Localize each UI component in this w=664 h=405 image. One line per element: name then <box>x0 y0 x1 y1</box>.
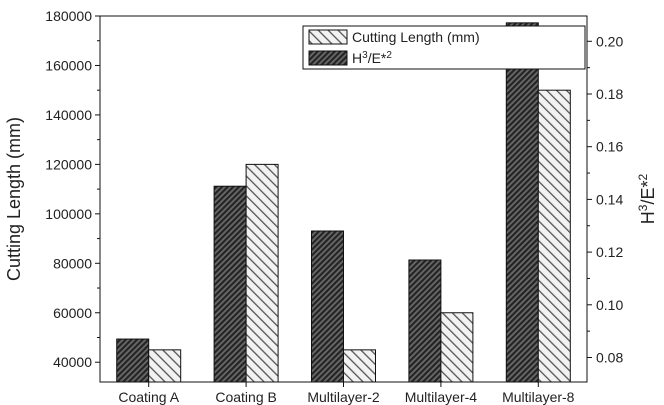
bars-layer <box>116 22 571 383</box>
left-axis-title: Cutting Length (mm) <box>4 117 24 281</box>
x-tick-label: Multilayer-8 <box>502 389 575 405</box>
bar-cutting-length-1 <box>245 163 279 383</box>
left-tick-label: 140000 <box>45 107 92 123</box>
right-tick-label: 0.08 <box>596 349 623 365</box>
x-tick-label: Coating B <box>215 389 276 405</box>
legend-box <box>302 25 586 70</box>
left-axis: 40000 60000 80000 100000 120000 140000 160000 1… <box>45 8 100 370</box>
legend-swatch-cutting-length <box>308 29 348 45</box>
bar-cutting-length-3 <box>440 312 474 383</box>
left-tick-label: 40000 <box>53 354 92 370</box>
right-tick-label: 0.14 <box>596 191 623 207</box>
bar-cutting-length-2 <box>343 349 376 383</box>
x-tick-label: Coating A <box>118 389 179 405</box>
bar-h3e2-0 <box>116 338 150 383</box>
right-axis-title: H3/E*2 <box>636 173 658 224</box>
bar-h3e2-2 <box>311 230 344 383</box>
left-tick-label: 120000 <box>45 156 92 172</box>
left-tick-label: 160000 <box>45 57 92 73</box>
bar-cutting-length-0 <box>148 349 182 383</box>
right-tick-label: 0.12 <box>596 244 623 260</box>
bar-h3e2-4 <box>505 22 539 383</box>
bar-cutting-length-4 <box>537 89 571 383</box>
x-tick-label: Multilayer-4 <box>405 389 478 405</box>
x-tick-label: Multilayer-2 <box>307 389 380 405</box>
legend-swatch-h3e2 <box>308 50 348 66</box>
legend-label-h3e2: H3/E*2 <box>352 50 392 67</box>
right-tick-label: 0.18 <box>596 86 623 102</box>
legend-label-cutting-length: Cutting Length (mm) <box>352 29 480 45</box>
left-tick-label: 100000 <box>45 206 92 222</box>
right-tick-label: 0.10 <box>596 297 623 313</box>
right-tick-label: 0.16 <box>596 139 623 155</box>
bar-h3e2-3 <box>408 259 442 383</box>
left-tick-label: 60000 <box>53 305 92 321</box>
x-axis: Coating A Coating B Multilayer-2 Multilayer… <box>118 382 575 405</box>
bar-h3e2-1 <box>213 185 247 383</box>
legend: Cutting Length (mm) H3/E*2 <box>302 25 586 70</box>
left-tick-label: 180000 <box>45 8 92 24</box>
left-tick-label: 80000 <box>53 255 92 271</box>
right-tick-label: 0.20 <box>596 33 623 49</box>
right-axis: 0.08 0.10 0.12 0.14 0.16 0.18 0.20 <box>587 33 623 365</box>
